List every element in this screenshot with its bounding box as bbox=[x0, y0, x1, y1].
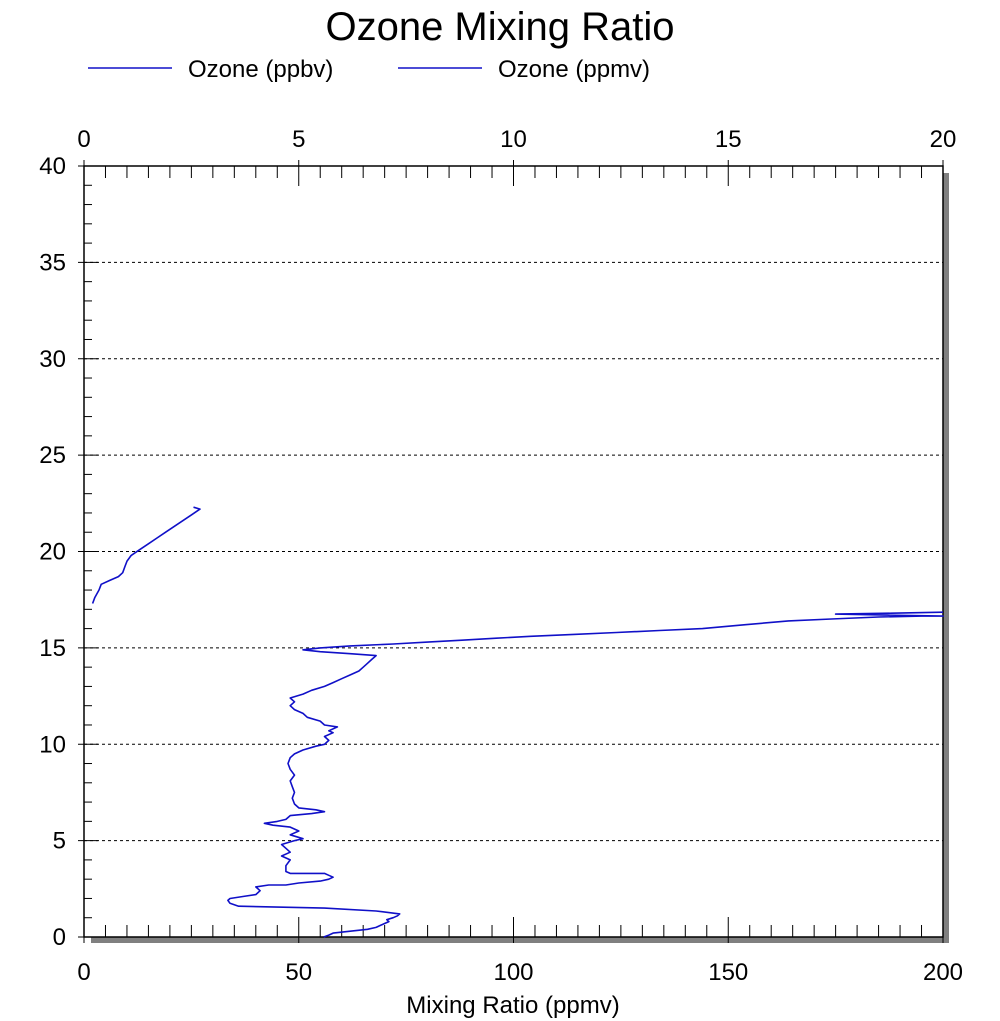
x-top-tick-label: 15 bbox=[715, 126, 742, 153]
y-tick-label: 10 bbox=[39, 731, 66, 758]
plot-frame bbox=[83, 165, 949, 943]
x-axis-label: Mixing Ratio (ppmv) bbox=[406, 992, 619, 1019]
series-line-2 bbox=[91, 506, 201, 604]
y-tick-label: 25 bbox=[39, 442, 66, 469]
y-tick-label: 5 bbox=[53, 828, 66, 855]
plot-shadow-bottom bbox=[91, 937, 949, 943]
x-top-tick-label: 0 bbox=[77, 126, 90, 153]
y-tick-label: 0 bbox=[53, 924, 66, 951]
y-tick-label: 30 bbox=[39, 346, 66, 373]
y-tick-label: 40 bbox=[39, 153, 66, 180]
tick-labels: 0 5 10 15 20 25 30 35 40 0 50 100 150 200 0 5 10 15 20 bbox=[39, 126, 963, 986]
y-tick-label: 35 bbox=[39, 249, 66, 276]
tick-marks bbox=[78, 160, 944, 943]
x-bottom-tick-label: 50 bbox=[285, 959, 312, 986]
series-layer bbox=[91, 506, 944, 938]
x-top-tick-label: 10 bbox=[500, 126, 527, 153]
legend-label: Ozone (ppmv) bbox=[498, 56, 650, 83]
x-bottom-tick-label: 0 bbox=[77, 959, 90, 986]
x-top-tick-label: 5 bbox=[292, 126, 305, 153]
y-tick-label: 20 bbox=[39, 539, 66, 566]
gridlines bbox=[84, 261, 943, 842]
legend-label: Ozone (ppbv) bbox=[188, 56, 333, 83]
x-bottom-tick-label: 200 bbox=[923, 959, 963, 986]
x-top-tick-label: 20 bbox=[930, 126, 957, 153]
plot-shadow-right bbox=[943, 173, 949, 943]
series-line-1 bbox=[227, 611, 944, 938]
chart-title: Ozone Mixing Ratio bbox=[325, 5, 674, 49]
legend: Ozone (ppbv) Ozone (ppmv) bbox=[88, 56, 650, 83]
x-bottom-tick-label: 150 bbox=[708, 959, 748, 986]
x-bottom-tick-label: 100 bbox=[493, 959, 533, 986]
y-tick-label: 15 bbox=[39, 635, 66, 662]
